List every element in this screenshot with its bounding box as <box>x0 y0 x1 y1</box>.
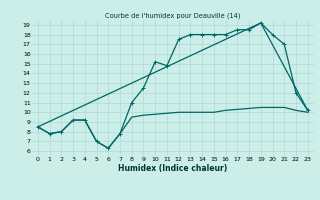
Title: Courbe de l'humidex pour Deauville (14): Courbe de l'humidex pour Deauville (14) <box>105 12 241 19</box>
X-axis label: Humidex (Indice chaleur): Humidex (Indice chaleur) <box>118 164 228 173</box>
